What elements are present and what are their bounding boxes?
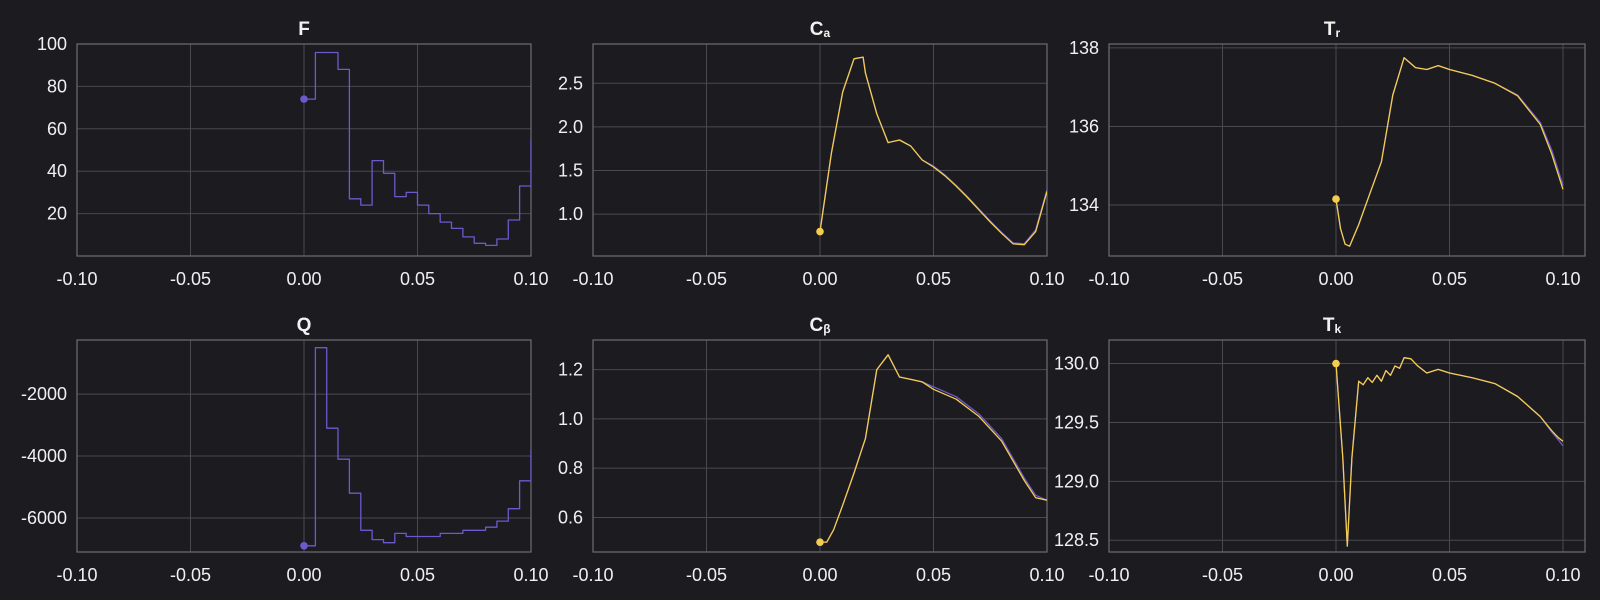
- x-tick-label: 0.00: [286, 565, 321, 585]
- x-tick-label: -0.10: [56, 269, 97, 289]
- x-tick-label: 0.10: [513, 269, 548, 289]
- x-tick-label: -0.10: [1088, 269, 1129, 289]
- series-line-yellow: [820, 354, 1047, 543]
- series-line-purple: [304, 51, 531, 247]
- x-tick-label: -0.05: [170, 565, 211, 585]
- x-tick-label: 0.00: [802, 269, 837, 289]
- y-tick-label: 0.6: [558, 507, 583, 527]
- x-tick-label: -0.05: [686, 565, 727, 585]
- x-tick-label: 0.00: [286, 269, 321, 289]
- y-tick-label: 2.0: [558, 117, 583, 137]
- x-tick-label: 0.05: [916, 565, 951, 585]
- y-tick-label: 128.5: [1054, 530, 1099, 550]
- y-tick-label: 20: [47, 204, 67, 224]
- x-tick-label: -0.10: [572, 269, 613, 289]
- x-tick-label: -0.05: [1202, 565, 1243, 585]
- plot-frame: [592, 43, 1048, 257]
- y-tick-label: 130.0: [1054, 354, 1099, 374]
- panel-title: Tk: [1323, 315, 1342, 336]
- start-point-marker: [300, 95, 308, 103]
- panel-title-subscript: r: [1335, 26, 1340, 40]
- x-tick-label: 0.10: [513, 565, 548, 585]
- start-point-marker: [1332, 359, 1340, 368]
- x-tick-label: 0.00: [1318, 269, 1353, 289]
- plot-frame: [1108, 43, 1586, 257]
- x-tick-label: 0.05: [916, 269, 951, 289]
- panel-title: Tr: [1324, 19, 1341, 40]
- y-tick-label: 129.0: [1054, 471, 1099, 491]
- x-tick-label: 0.05: [1432, 565, 1467, 585]
- panel-title-subscript: k: [1334, 322, 1341, 336]
- series-line-yellow: [1335, 57, 1564, 247]
- y-tick-label: -2000: [21, 384, 67, 404]
- panel-Tr: -0.10 -0.05 0.00 0.05 0.10 134 136 138 Tr: [1069, 19, 1586, 289]
- y-tick-label: 1.0: [558, 204, 583, 224]
- y-tick-label: 136: [1069, 116, 1099, 136]
- y-tick-label: 1.2: [558, 360, 583, 380]
- start-point-marker: [816, 227, 824, 236]
- x-tick-label: -0.05: [1202, 269, 1243, 289]
- y-tick-label: 80: [47, 76, 67, 96]
- panel-Tk: -0.10 -0.05 0.00 0.05 0.10 128.5 129.0 129.5 130…: [1054, 315, 1586, 585]
- x-tick-label: 0.10: [1545, 269, 1580, 289]
- panel-Q: -0.10 -0.05 0.00 0.05 0.10 -6000 -4000 -2000 Q: [21, 315, 549, 585]
- y-tick-label: 60: [47, 119, 67, 139]
- x-tick-label: 0.05: [1432, 269, 1467, 289]
- panel-Cb: -0.10 -0.05 0.00 0.05 0.10 0.6 0.8 1.0 1.2 Cβ: [558, 315, 1065, 585]
- plot-frame: [592, 339, 1048, 553]
- y-tick-label: 1.0: [558, 409, 583, 429]
- plot-frame: [1108, 339, 1586, 553]
- x-tick-label: 0.10: [1029, 565, 1064, 585]
- panel-Ca: -0.10 -0.05 0.00 0.05 0.10 1.0 1.5 2.0 2.5 Ca: [558, 19, 1065, 289]
- x-tick-label: -0.10: [572, 565, 613, 585]
- y-tick-label: 1.5: [558, 161, 583, 181]
- series-line-yellow: [819, 56, 1047, 246]
- y-tick-label: 129.5: [1054, 412, 1099, 432]
- panel-title: Cβ: [809, 315, 830, 336]
- x-tick-label: 0.00: [802, 565, 837, 585]
- panel-F: -0.10 -0.05 0.00 0.05 0.10 20 40 60 80 100 F: [37, 19, 549, 289]
- panel-title-subscript: a: [824, 26, 831, 40]
- x-tick-label: 0.10: [1545, 565, 1580, 585]
- x-tick-label: 0.05: [400, 269, 435, 289]
- x-tick-label: 0.05: [400, 565, 435, 585]
- y-tick-label: -6000: [21, 508, 67, 528]
- x-tick-label: -0.05: [170, 269, 211, 289]
- y-tick-label: 0.8: [558, 458, 583, 478]
- panel-title: Q: [297, 315, 312, 336]
- y-tick-label: 134: [1069, 195, 1099, 215]
- x-tick-label: -0.10: [1088, 565, 1129, 585]
- x-tick-label: 0.10: [1029, 269, 1064, 289]
- plot-frame: [76, 339, 532, 553]
- panel-title: F: [298, 19, 310, 40]
- series-line-purple: [304, 347, 531, 547]
- y-tick-label: 100: [37, 34, 67, 54]
- panel-title: Ca: [810, 19, 831, 40]
- x-tick-label: -0.10: [56, 565, 97, 585]
- panel-title-subscript: β: [823, 322, 830, 336]
- x-tick-label: 0.00: [1318, 565, 1353, 585]
- series-line-yellow: [1335, 357, 1564, 547]
- y-tick-label: 2.5: [558, 73, 583, 93]
- y-tick-label: -4000: [21, 446, 67, 466]
- start-point-marker: [300, 542, 308, 550]
- start-point-marker: [816, 538, 824, 546]
- x-tick-label: -0.05: [686, 269, 727, 289]
- y-tick-label: 40: [47, 161, 67, 181]
- y-tick-label: 138: [1069, 38, 1099, 58]
- start-point-marker: [1332, 195, 1340, 203]
